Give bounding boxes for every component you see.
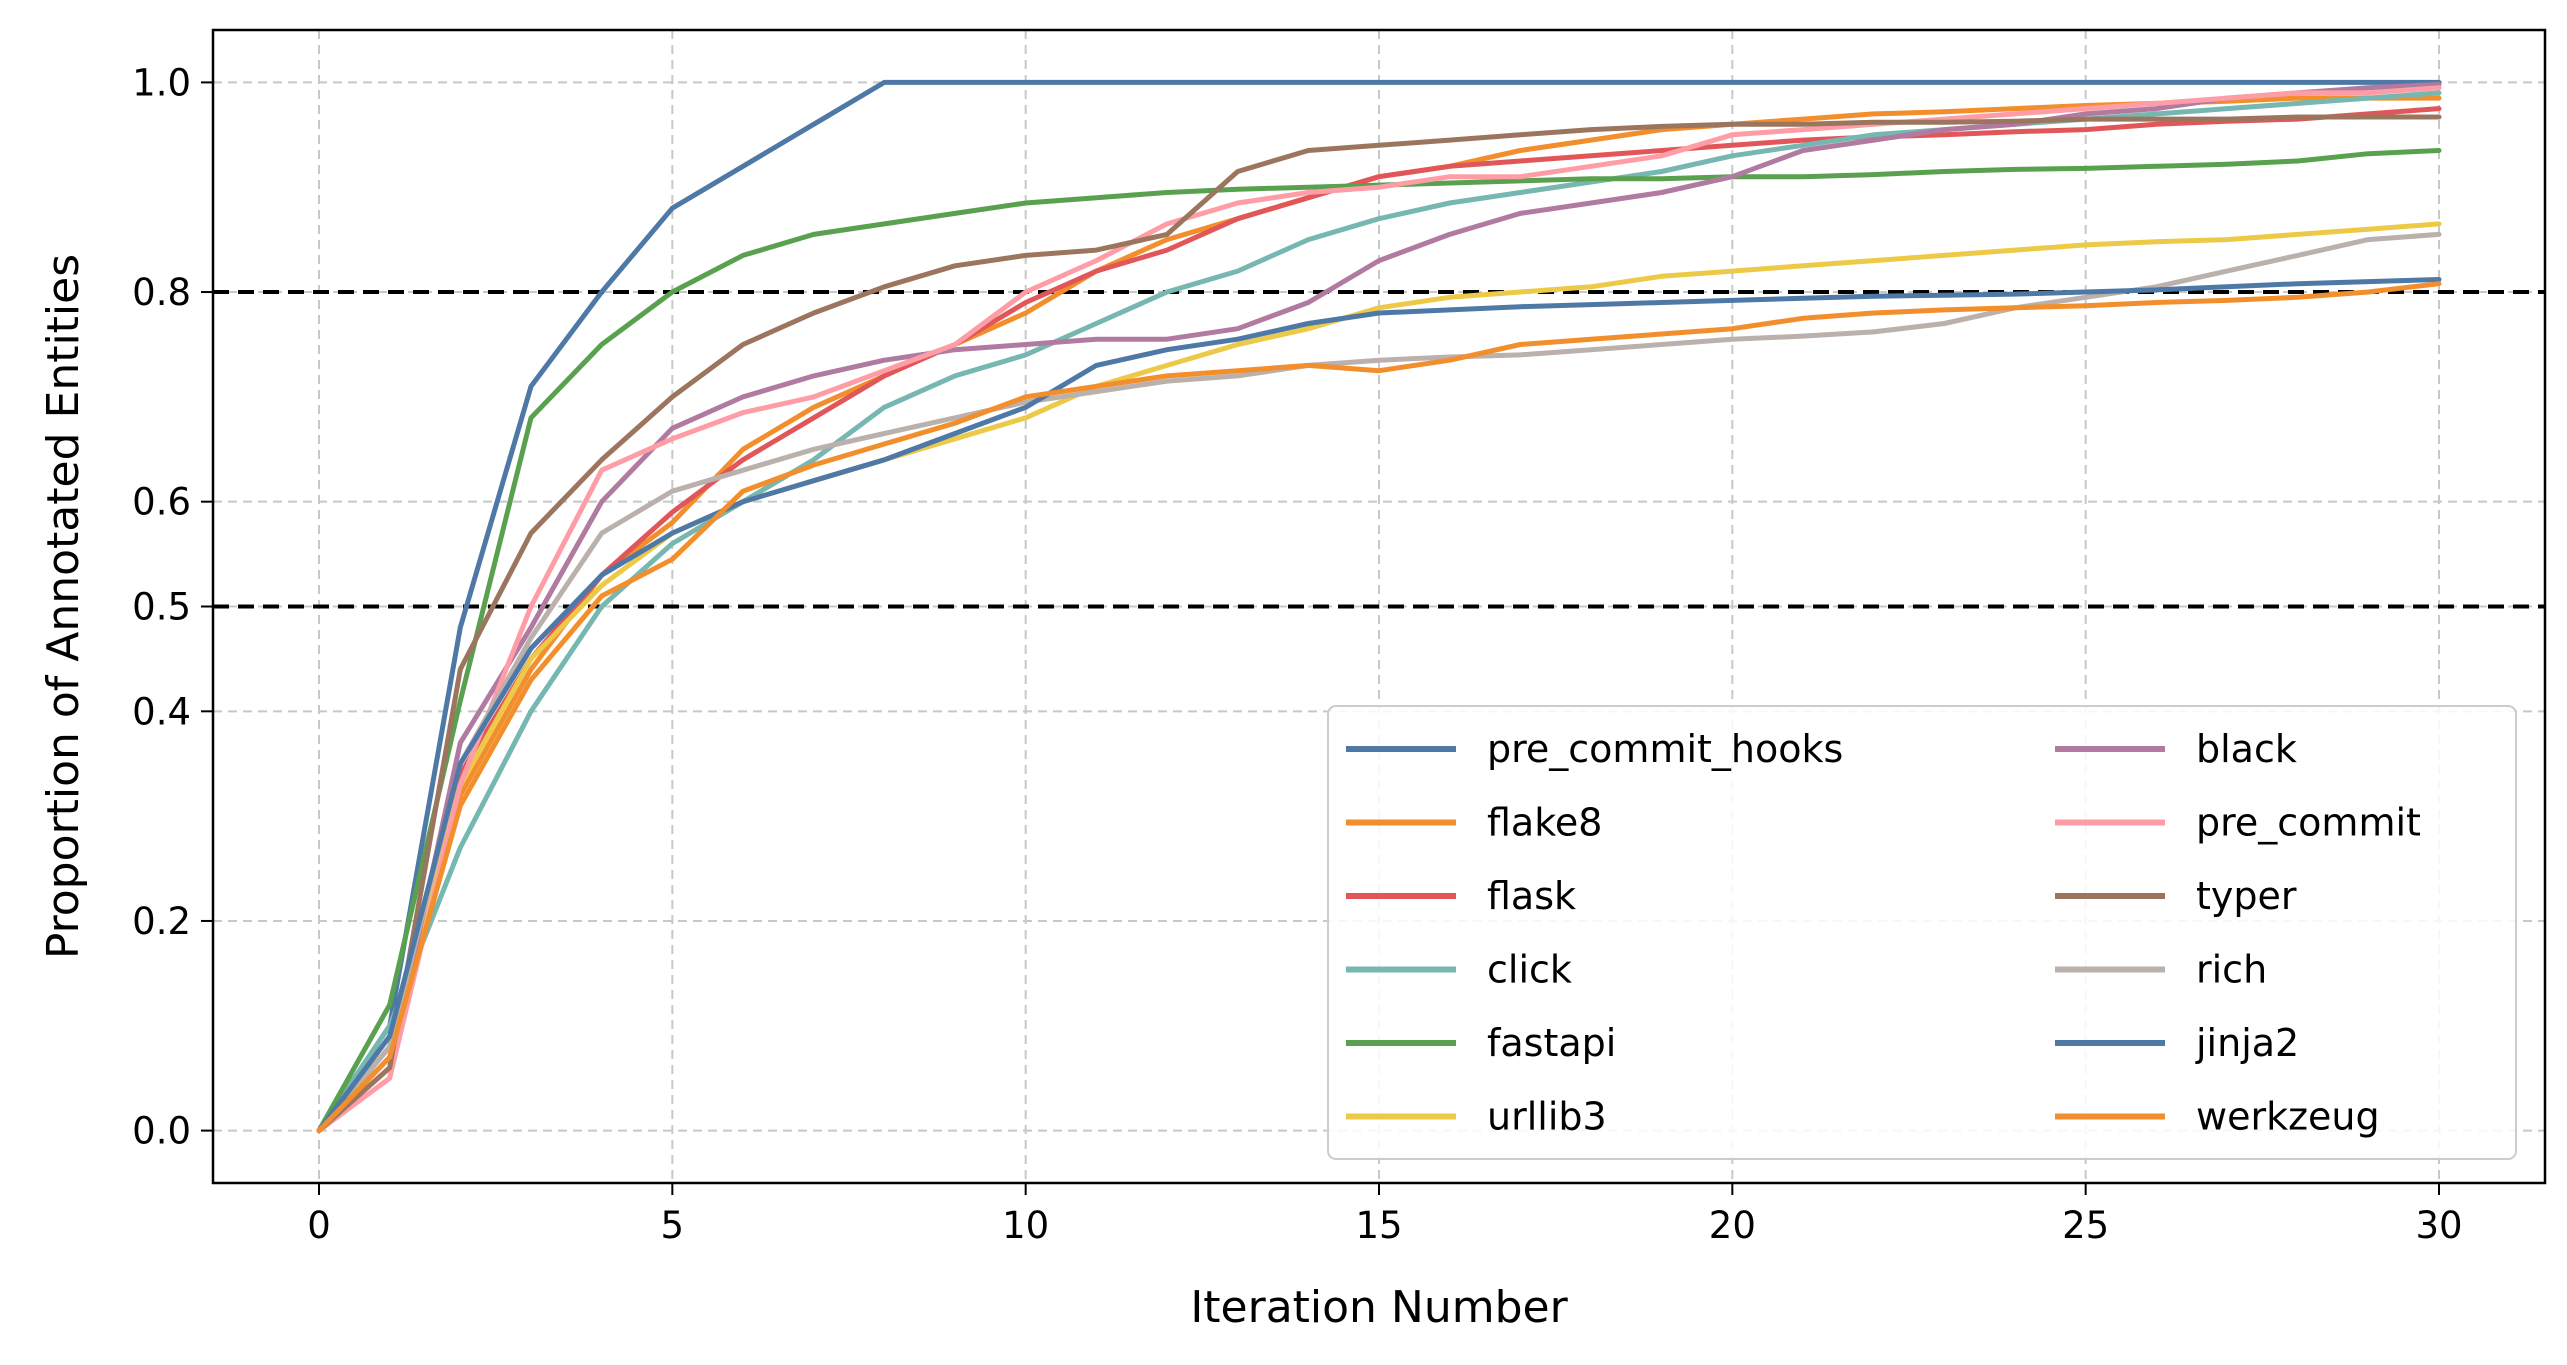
series-line-werkzeug bbox=[316, 281, 2442, 1134]
x-tick-label: 0 bbox=[307, 1204, 331, 1247]
x-tick-label: 20 bbox=[1709, 1204, 1756, 1247]
legend-label: pre_commit bbox=[2196, 801, 2421, 845]
legend-label: jinja2 bbox=[2195, 1021, 2299, 1065]
series-lines bbox=[316, 79, 2442, 1134]
legend-label: fastapi bbox=[1487, 1021, 1616, 1065]
x-tick-label: 25 bbox=[2062, 1204, 2109, 1247]
series-line-pre-commit bbox=[316, 85, 2442, 1134]
y-tick-label: 0.6 bbox=[132, 481, 191, 524]
legend-label: flask bbox=[1487, 874, 1576, 918]
legend-label: pre_commit_hooks bbox=[1487, 727, 1843, 771]
x-tick-label: 15 bbox=[1355, 1204, 1402, 1247]
legend-label: rich bbox=[2196, 948, 2267, 992]
series-line-pre-commit-hooks bbox=[316, 79, 2442, 1134]
x-tick-label: 10 bbox=[1002, 1204, 1049, 1247]
series-line-black bbox=[316, 82, 2442, 1134]
legend-box bbox=[1327, 705, 2517, 1160]
legend-label: werkzeug bbox=[2196, 1095, 2380, 1139]
x-tick-label: 30 bbox=[2415, 1204, 2462, 1247]
y-tick-label: 0.4 bbox=[132, 690, 191, 733]
series-line-jinja2 bbox=[316, 277, 2442, 1134]
legend: pre_commit_hooks flake8 flask click fastapi u… bbox=[1327, 705, 2517, 1160]
y-tick-label: 0.0 bbox=[132, 1110, 191, 1153]
x-axis-ticks: 0 5 10 15 20 25 30 bbox=[307, 1183, 2463, 1247]
series-line-typer bbox=[316, 114, 2442, 1134]
legend-label: click bbox=[1487, 948, 1572, 992]
legend-label: typer bbox=[2196, 874, 2297, 918]
y-axis-ticks: 0.0 0.2 0.4 0.5 0.6 0.8 1.0 bbox=[132, 61, 213, 1153]
y-tick-label: 0.8 bbox=[132, 271, 191, 314]
series-line-rich bbox=[316, 231, 2442, 1134]
series-line-flask bbox=[316, 106, 2442, 1134]
legend-label: urllib3 bbox=[1487, 1095, 1607, 1139]
x-tick-label: 5 bbox=[661, 1204, 685, 1247]
y-tick-label: 0.5 bbox=[132, 586, 191, 629]
legend-label: black bbox=[2196, 727, 2297, 771]
y-axis-title: Proportion of Annotated Entities bbox=[38, 254, 89, 959]
x-axis-title: Iteration Number bbox=[1190, 1282, 1568, 1333]
legend-label: flake8 bbox=[1487, 801, 1602, 845]
y-tick-label: 0.2 bbox=[132, 900, 191, 943]
y-tick-label: 1.0 bbox=[132, 61, 191, 104]
